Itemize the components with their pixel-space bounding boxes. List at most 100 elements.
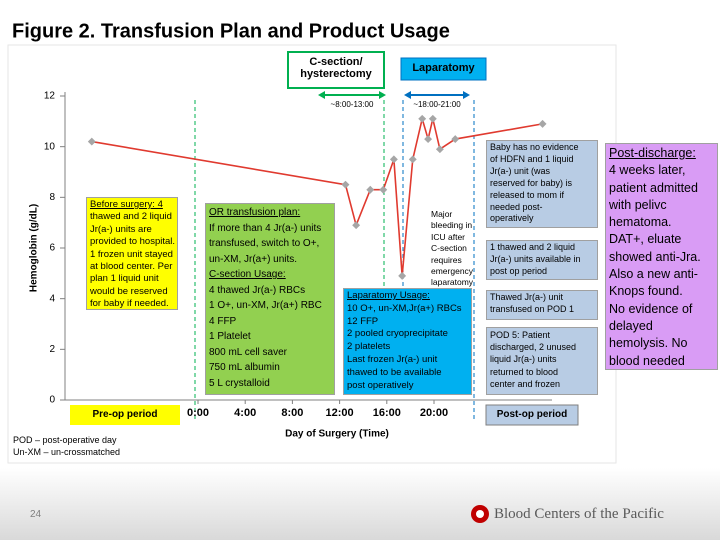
annotation-box: Major bleeding in ICU after C-section requir… (428, 208, 478, 292)
annotation-line: Jr(a-) units available in (490, 253, 581, 264)
footer-band (0, 468, 720, 540)
annotation-line: POD 5: Patient (490, 330, 551, 340)
annotation-line: Also a new anti- (609, 267, 698, 282)
annotation-line: with pelivc (609, 197, 667, 212)
x-axis-label: Day of Surgery (Time) (285, 429, 389, 440)
annotation-line: needed post- (490, 201, 543, 212)
y-tick-label: 8 (49, 192, 55, 203)
annotation-line: showed anti-Jra. (609, 249, 701, 264)
annotation-line: 10 O+, un-XM,Jr(a+) RBCs (347, 302, 462, 314)
annotation-line: blood needed (609, 353, 685, 368)
data-point (87, 137, 96, 146)
preop-box (70, 405, 180, 425)
annotation-line: hemolysis. No (609, 336, 688, 351)
y-tick-label: 12 (44, 91, 56, 102)
annotation-box: Post-discharge: 4 weeks later, patient adm… (605, 143, 718, 370)
annotation-line: post op period (490, 265, 548, 276)
annotation-line: hematoma. (609, 215, 672, 230)
laparatomy-box (400, 57, 487, 81)
annotation-line: reserved for baby) is (490, 177, 573, 188)
annotation-line: 1 O+, un-XM, Jr(a+) RBC (209, 300, 322, 311)
preop-label: Pre-op period (92, 409, 158, 420)
annotation-line: 5 L crystalloid (209, 377, 270, 389)
data-point (352, 221, 361, 230)
x-tick-label: 20:00 (420, 407, 448, 419)
annotation-line: released to mom if (490, 189, 565, 200)
annotation-line: laparatomy (431, 277, 474, 288)
annotation-box: OR transfusion plan: If more than 4 Jr(a-… (205, 203, 335, 395)
annotation-line: ICU after (431, 231, 466, 242)
annotation-line: center and frozen (490, 378, 561, 389)
annotation-line: C-section Usage: (209, 269, 286, 280)
x-tick-label: 12:00 (326, 407, 354, 419)
data-point (379, 185, 388, 194)
annotation-box: Baby has no evidence of HDFN and 1 liquid… (486, 140, 598, 228)
y-tick-label: 4 (49, 293, 55, 304)
annotation-line: Baby has no evidence (490, 142, 579, 152)
annotation-line: patient admitted (609, 180, 698, 195)
annotation-line: post operatively (347, 379, 414, 391)
postop-box (485, 404, 579, 426)
csection-label: C-section/ hysterectomy (300, 56, 372, 80)
annotation-line: 12 FFP (347, 315, 379, 327)
annotation-line: transfused on POD 1 (490, 303, 575, 314)
annotation-line: Laparatomy Usage: (347, 290, 430, 301)
annotation-line: 2 platelets (347, 341, 391, 353)
annotation-line: Last frozen Jr(a-) unit (347, 353, 438, 365)
data-point (366, 185, 375, 194)
annotation-line: liquid Jr(a-) units (490, 354, 557, 365)
annotation-line: 4 FFP (209, 315, 237, 327)
annotation-line: 750 mL albumin (209, 362, 280, 373)
annotation-line: returned to blood (490, 366, 559, 377)
logo-text: Blood Centers of the Pacific (494, 506, 664, 522)
annotation-line: If more than 4 Jr(a-) units (209, 222, 322, 234)
x-tick-label: 0:00 (187, 407, 209, 419)
annotation-line: for baby if needed. (90, 298, 169, 310)
annotation-line: Before surgery: 4 (90, 199, 163, 210)
logo-icon-center (476, 510, 484, 518)
annotation-line: No evidence of (609, 301, 693, 316)
annotation-line: DAT+, eluate (609, 232, 682, 247)
annotation-box: Before surgery: 4 thawed and 2 liquid Jr(a… (86, 197, 178, 310)
annotation-line: requires (431, 254, 462, 265)
laparatomy-arrowheads (404, 91, 470, 99)
footnote: Un-XM – un-crossmatched (13, 447, 121, 457)
annotation-line: Knops found. (609, 284, 683, 299)
annotation-line: 4 thawed Jr(a-) RBCs (209, 284, 306, 296)
data-point (341, 180, 350, 189)
annotation-line: provided to hospital. (90, 236, 176, 248)
x-tick-label: 16:00 (373, 407, 401, 419)
annotation-line: Post-discharge: (609, 146, 696, 160)
annotation-line: thawed and 2 liquid (90, 211, 172, 223)
annotation-line: of HDFN and 1 liquid (490, 153, 574, 164)
annotation-line: un-XM, Jr(a+) units. (209, 253, 298, 265)
annotation-line: would be reserved (90, 285, 168, 297)
y-tick-label: 10 (44, 141, 56, 152)
annotation-box: Laparatomy Usage: 10 O+, un-XM,Jr(a+) RBC… (343, 288, 472, 395)
annotation-line: thawed to be available (347, 366, 442, 378)
annotation-box: 1 thawed and 2 liquid Jr(a-) units availa… (486, 240, 598, 280)
x-tick-label: 4:00 (234, 407, 256, 419)
annotation-line: plan 1 liquid unit (90, 273, 159, 285)
annotation-box: Thawed Jr(a-) unit transfused on POD 1 (486, 290, 598, 320)
annotation-line: discharged, 2 unused (490, 342, 577, 353)
annotation-line: 1 frozen unit stayed (90, 248, 173, 260)
annotation-line: OR transfusion plan: (209, 207, 301, 218)
annotation-line: emergency (431, 266, 474, 277)
csection-arrowheads (318, 91, 386, 99)
annotation-line: transfused, switch to O+, (209, 238, 320, 249)
y-tick-label: 6 (49, 243, 55, 254)
y-tick-label: 0 (49, 395, 55, 406)
annotation-line: Major (431, 209, 453, 219)
page-number: 24 (30, 509, 42, 520)
y-axis-label: Hemoglobin (g/dL) (29, 204, 40, 292)
annotation-line: 1 Platelet (209, 331, 251, 342)
annotation-line: 4 weeks later, (609, 163, 686, 178)
annotation-line: C-section (431, 243, 467, 254)
laparatomy-time: ~18:00-21:00 (413, 100, 461, 109)
annotation-line: Jr(a-) unit (was (490, 165, 551, 176)
annotation-line: Jr(a-) units are (90, 223, 152, 235)
x-tick-label: 8:00 (281, 407, 303, 419)
annotation-line: at blood center. Per (90, 261, 173, 273)
